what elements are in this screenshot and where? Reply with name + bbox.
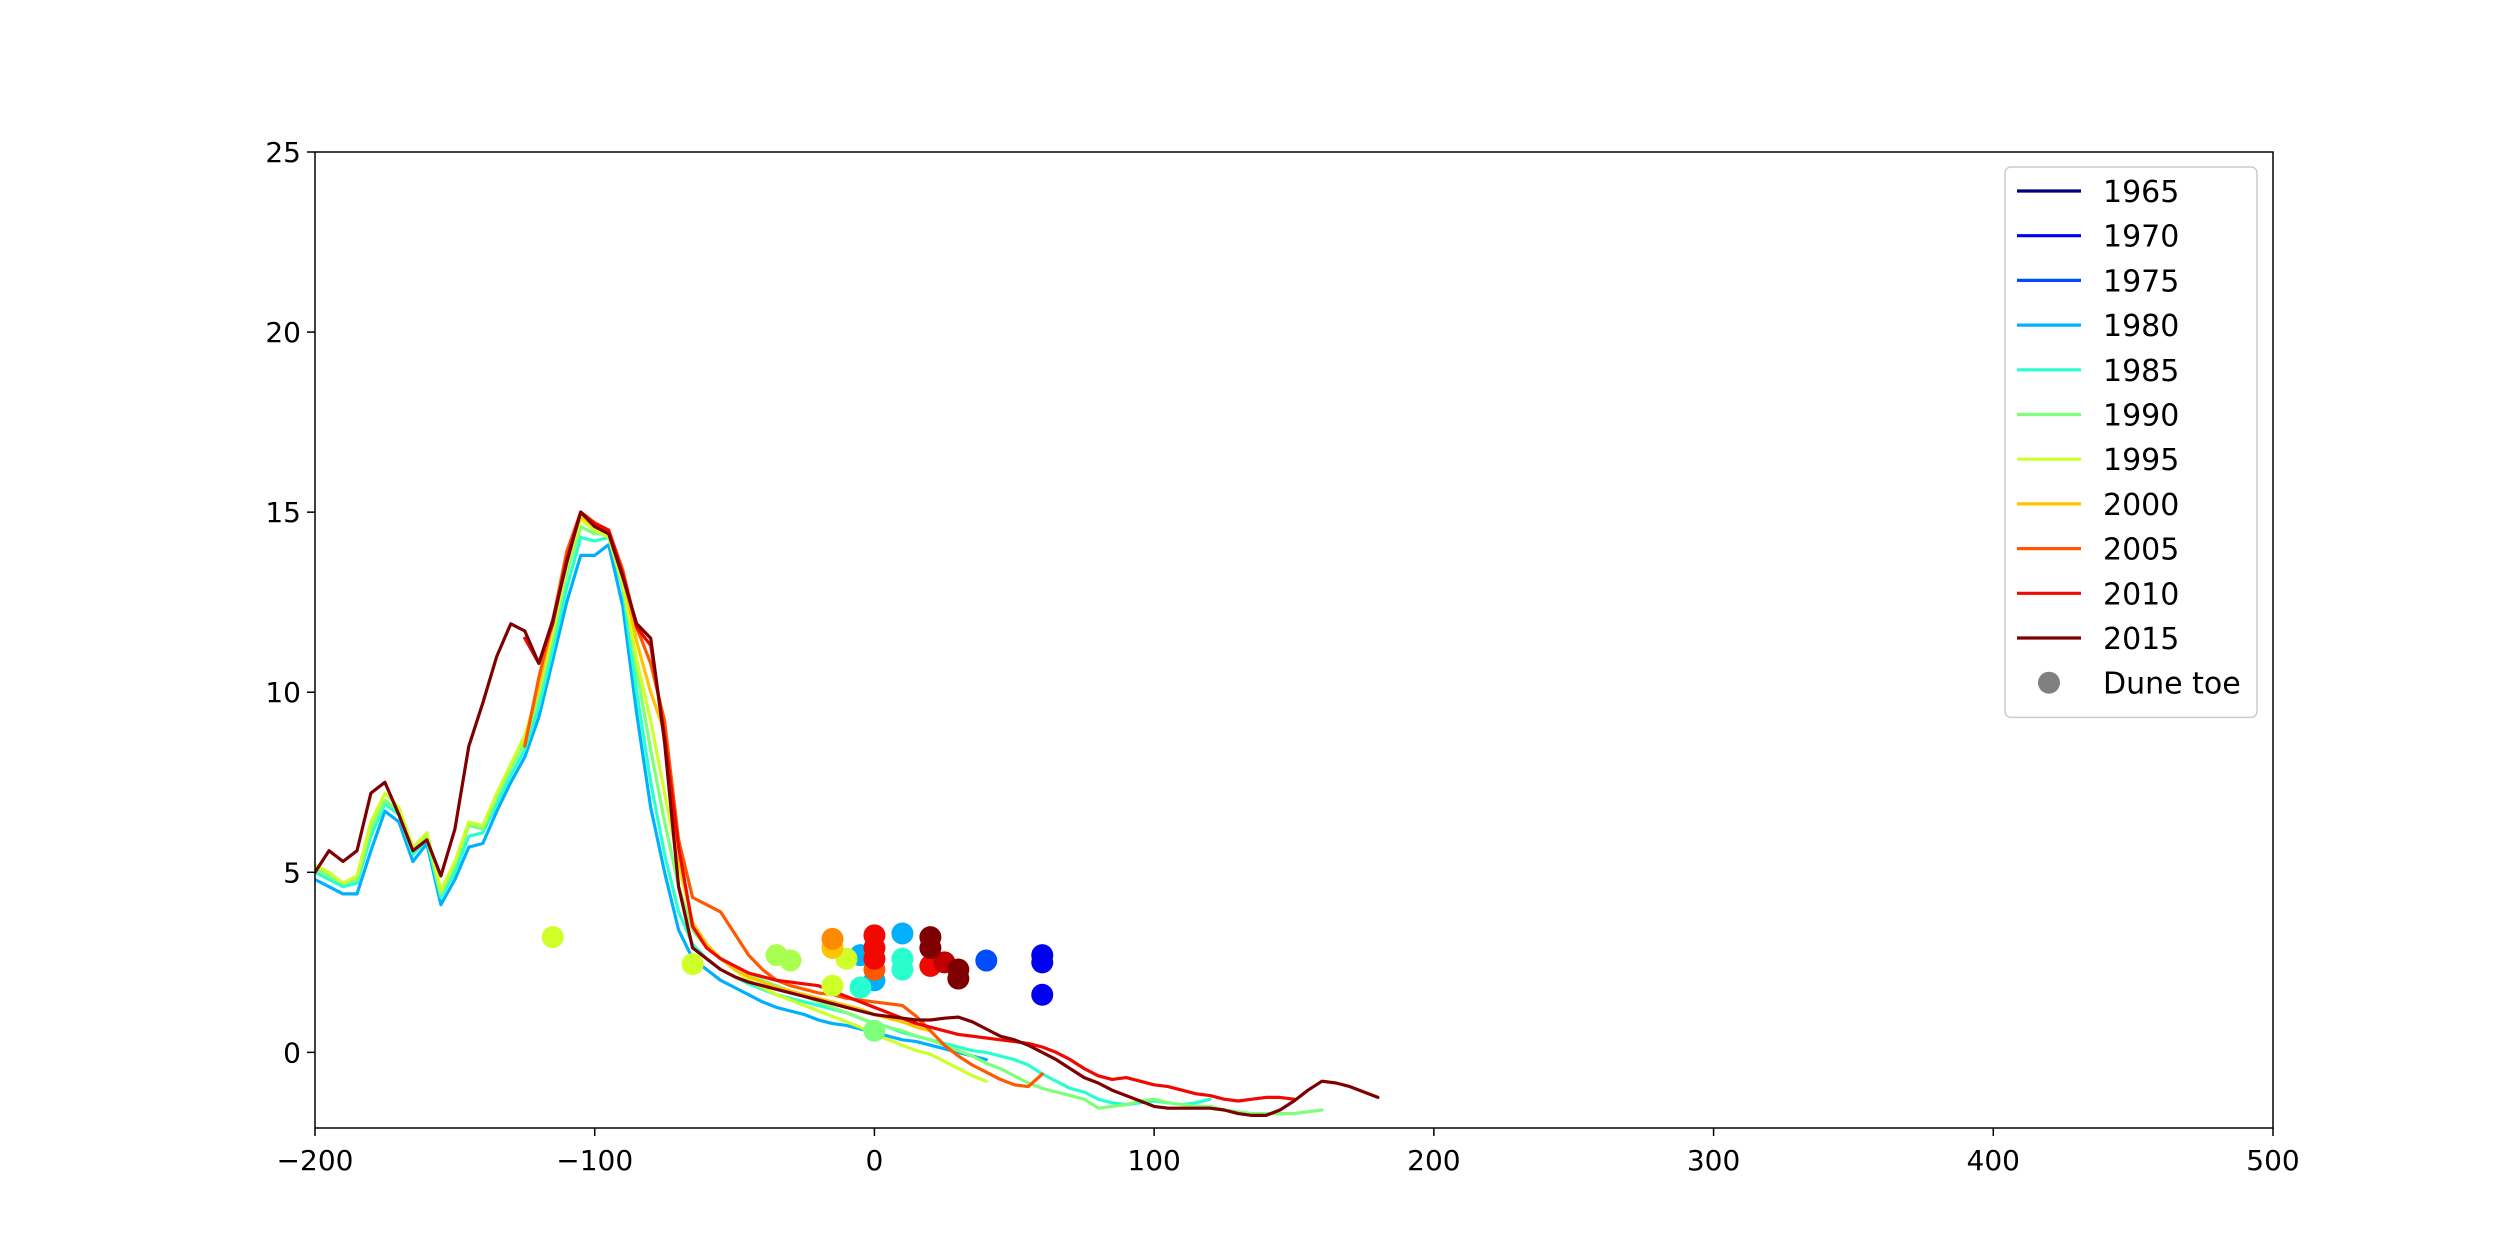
y-axis: 0 5 10 15 20 25 bbox=[265, 136, 315, 1069]
dune-toe-point bbox=[821, 974, 844, 997]
y-tick-label: 20 bbox=[265, 316, 301, 349]
legend-label: 2010 bbox=[2103, 577, 2179, 612]
x-tick-label: 200 bbox=[1407, 1144, 1460, 1177]
dune-toe-point bbox=[1031, 983, 1054, 1006]
y-tick-label: 0 bbox=[283, 1036, 301, 1069]
dune-toe-point bbox=[779, 949, 802, 972]
plot-frame bbox=[314, 151, 2274, 1129]
legend-label: 2015 bbox=[2103, 622, 2179, 657]
x-tick-label: 500 bbox=[2246, 1144, 2299, 1177]
legend-label: 1990 bbox=[2103, 399, 2179, 434]
legend-label: 1970 bbox=[2103, 220, 2179, 255]
dune-toe-point bbox=[849, 976, 872, 999]
legend-label: 1995 bbox=[2103, 443, 2179, 478]
series-line-1990 bbox=[315, 524, 1324, 1116]
series-line-2015 bbox=[315, 510, 1380, 1118]
dune-toe-points bbox=[541, 922, 1054, 1042]
dune-toe-point bbox=[891, 958, 914, 981]
dune-toe-point bbox=[891, 922, 914, 945]
x-tick-label: 100 bbox=[1127, 1144, 1180, 1177]
y-tick-label: 25 bbox=[265, 136, 301, 169]
x-axis: −200 −100 0 100 200 300 400 500 bbox=[277, 1128, 2300, 1177]
dune-toe-point bbox=[863, 947, 886, 970]
dune-toe-point bbox=[541, 926, 564, 949]
legend-swatch bbox=[2038, 671, 2060, 694]
x-tick-label: 0 bbox=[866, 1144, 884, 1177]
x-tick-label: 400 bbox=[1967, 1144, 2020, 1177]
y-tick-label: 10 bbox=[265, 676, 301, 709]
x-tick-label: −100 bbox=[556, 1144, 633, 1177]
x-tick-label: 300 bbox=[1687, 1144, 1740, 1177]
dune-toe-point bbox=[821, 927, 844, 950]
legend-label: 1975 bbox=[2103, 264, 2179, 299]
series-line-1985 bbox=[315, 535, 1212, 1107]
x-tick-label: −200 bbox=[277, 1144, 354, 1177]
legend-label: 1965 bbox=[2103, 175, 2179, 210]
y-tick-label: 15 bbox=[265, 496, 301, 529]
plot-area bbox=[315, 152, 2273, 1128]
series-lines bbox=[315, 510, 1380, 1118]
dune-toe-point bbox=[919, 936, 942, 959]
legend-box bbox=[2004, 166, 2258, 719]
dune-toe-point bbox=[975, 949, 998, 972]
dune-toe-point bbox=[1031, 951, 1054, 974]
legend-label: 1980 bbox=[2103, 309, 2179, 344]
dune-toe-point bbox=[681, 953, 704, 976]
legend-label: 2000 bbox=[2103, 488, 2179, 523]
dune-toe-point bbox=[947, 967, 970, 990]
y-tick-label: 5 bbox=[283, 856, 301, 889]
dune-toe-point bbox=[863, 1019, 886, 1042]
legend: 1965 1970 1975 1980 1985 1990 1995 2000 2005 2010… bbox=[2004, 166, 2258, 719]
legend-label: 2005 bbox=[2103, 533, 2179, 568]
legend-label: Dune toe bbox=[2103, 667, 2241, 702]
legend-label: 1985 bbox=[2103, 354, 2179, 389]
